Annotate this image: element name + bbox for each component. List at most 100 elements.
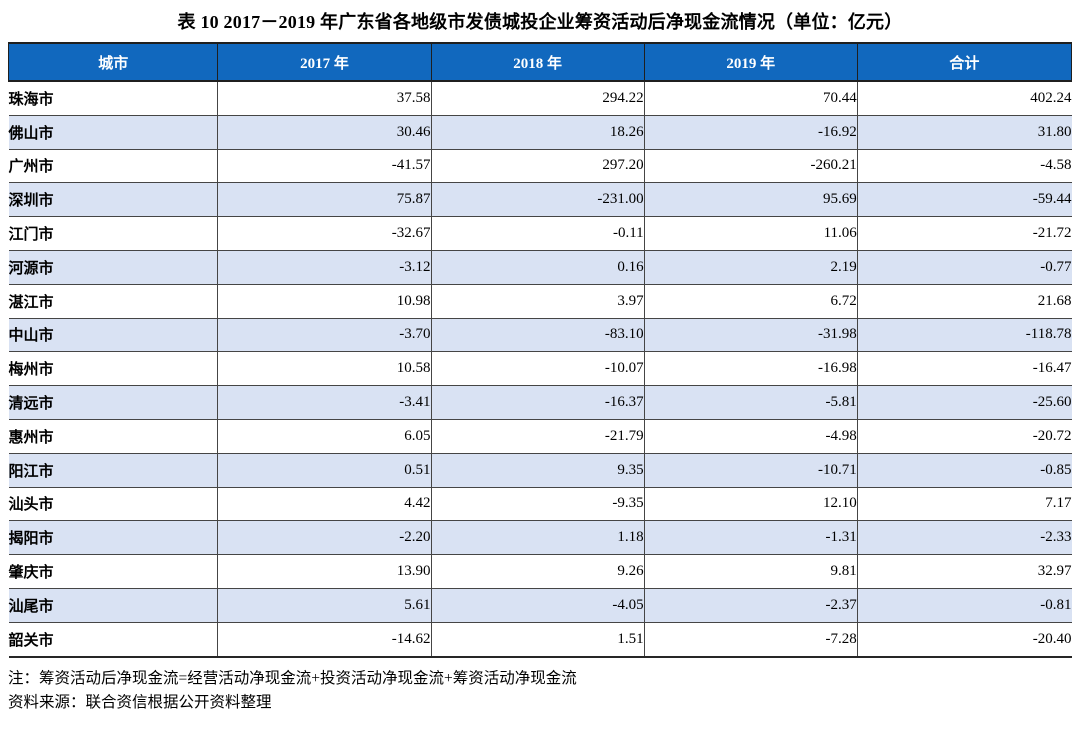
value-cell: 9.81: [643, 554, 858, 589]
value-cell: 7.17: [856, 487, 1072, 522]
value-cell: -14.62: [217, 622, 432, 658]
city-cell: 江门市: [8, 216, 218, 251]
table-body: 珠海市 37.58 294.22 70.44 402.24 佛山市 30.46 18.26 -1…: [8, 81, 1072, 658]
value-cell: 9.26: [430, 554, 645, 589]
table-row: 阳江市 0.51 9.35 -10.71 -0.85: [8, 453, 1072, 488]
table-row: 汕头市 4.42 -9.35 12.10 7.17: [8, 487, 1072, 522]
value-cell: 3.97: [430, 284, 645, 319]
column-header: 城市: [7, 42, 219, 82]
value-cell: -5.81: [643, 385, 858, 420]
value-cell: -3.41: [217, 385, 432, 420]
table-row: 清远市 -3.41 -16.37 -5.81 -25.60: [8, 385, 1072, 420]
value-cell: 402.24: [856, 81, 1072, 116]
city-cell: 肇庆市: [8, 554, 218, 589]
value-cell: 31.80: [856, 115, 1072, 150]
value-cell: -0.77: [856, 250, 1072, 285]
value-cell: 11.06: [643, 216, 858, 251]
value-cell: 13.90: [217, 554, 432, 589]
table-row: 湛江市 10.98 3.97 6.72 21.68: [8, 284, 1072, 319]
value-cell: -16.92: [643, 115, 858, 150]
value-cell: 297.20: [430, 149, 645, 184]
formula-note: 注：筹资活动后净现金流=经营活动净现金流+投资活动净现金流+筹资活动净现金流: [8, 669, 577, 687]
city-cell: 揭阳市: [8, 520, 218, 556]
city-cell: 佛山市: [8, 115, 218, 150]
value-cell: -16.37: [430, 385, 645, 420]
value-cell: 32.97: [856, 554, 1072, 589]
value-cell: 18.26: [430, 115, 645, 150]
value-cell: -1.31: [643, 520, 858, 556]
city-cell: 汕头市: [8, 487, 218, 522]
value-cell: -3.12: [217, 250, 432, 285]
city-cell: 梅州市: [8, 351, 218, 387]
city-cell: 湛江市: [8, 284, 218, 319]
value-cell: -118.78: [856, 318, 1072, 353]
city-cell: 清远市: [8, 385, 218, 420]
value-cell: -16.47: [856, 351, 1072, 387]
data-table: 城市 2017 年 2018 年 2019 年合计 珠海市 37.58 294.22 70.…: [7, 42, 1073, 658]
value-cell: -25.60: [856, 385, 1072, 420]
column-header: 2018 年: [430, 42, 645, 82]
table-title: 表 10 2017－2019 年广东省各地级市发债城投企业筹资活动后净现金流情况…: [177, 12, 903, 32]
value-cell: 75.87: [217, 182, 432, 218]
table-row: 惠州市 6.05 -21.79 -4.98 -20.72: [8, 419, 1072, 454]
table-row: 肇庆市 13.90 9.26 9.81 32.97: [8, 554, 1072, 589]
city-cell: 珠海市: [8, 81, 218, 116]
value-cell: 6.72: [643, 284, 858, 319]
value-cell: 12.10: [643, 487, 858, 522]
column-header: 2019 年: [643, 42, 858, 82]
value-cell: 9.35: [430, 453, 645, 488]
value-cell: -0.11: [430, 216, 645, 251]
value-cell: -21.72: [856, 216, 1072, 251]
value-cell: 4.42: [217, 487, 432, 522]
value-cell: -9.35: [430, 487, 645, 522]
value-cell: -2.20: [217, 520, 432, 556]
value-cell: 6.05: [217, 419, 432, 454]
value-cell: 2.19: [643, 250, 858, 285]
value-cell: 10.58: [217, 351, 432, 387]
city-cell: 广州市: [8, 149, 218, 184]
value-cell: 294.22: [430, 81, 645, 116]
value-cell: 30.46: [217, 115, 432, 150]
value-cell: -21.79: [430, 419, 645, 454]
value-cell: -231.00: [430, 182, 645, 218]
value-cell: 70.44: [643, 81, 858, 116]
table-row: 韶关市 -14.62 1.51 -7.28 -20.40: [8, 622, 1072, 658]
value-cell: -31.98: [643, 318, 858, 353]
value-cell: -7.28: [643, 622, 858, 658]
value-cell: -3.70: [217, 318, 432, 353]
table-header: 城市 2017 年 2018 年 2019 年合计: [7, 42, 1073, 82]
column-header: 2017 年: [217, 42, 432, 82]
city-cell: 河源市: [8, 250, 218, 285]
value-cell: -10.07: [430, 351, 645, 387]
value-cell: 1.18: [430, 520, 645, 556]
value-cell: -16.98: [643, 351, 858, 387]
value-cell: -4.58: [856, 149, 1072, 184]
value-cell: 0.51: [217, 453, 432, 488]
city-cell: 惠州市: [8, 419, 218, 454]
value-cell: -0.81: [856, 588, 1072, 623]
value-cell: -10.71: [643, 453, 858, 488]
table-footnotes: 注：筹资活动后净现金流=经营活动净现金流+投资活动净现金流+筹资活动净现金流 资…: [8, 667, 1072, 715]
value-cell: -2.33: [856, 520, 1072, 556]
table-row: 珠海市 37.58 294.22 70.44 402.24: [8, 81, 1072, 116]
table-row: 揭阳市 -2.20 1.18 -1.31 -2.33: [8, 520, 1072, 556]
value-cell: -4.05: [430, 588, 645, 623]
header-row: 城市 2017 年 2018 年 2019 年合计: [7, 42, 1073, 82]
value-cell: -59.44: [856, 182, 1072, 218]
table-row: 广州市 -41.57 297.20 -260.21 -4.58: [8, 149, 1072, 184]
table-row: 河源市 -3.12 0.16 2.19 -0.77: [8, 250, 1072, 285]
table-row: 江门市 -32.67 -0.11 11.06 -21.72: [8, 216, 1072, 251]
city-cell: 汕尾市: [8, 588, 218, 623]
source-note: 资料来源：联合资信根据公开资料整理: [8, 693, 272, 711]
value-cell: 5.61: [217, 588, 432, 623]
value-cell: 0.16: [430, 250, 645, 285]
city-cell: 中山市: [8, 318, 218, 353]
value-cell: 95.69: [643, 182, 858, 218]
table-row: 佛山市 30.46 18.26 -16.92 31.80: [8, 115, 1072, 150]
value-cell: -32.67: [217, 216, 432, 251]
city-cell: 韶关市: [8, 622, 218, 658]
city-cell: 深圳市: [8, 182, 218, 218]
value-cell: -260.21: [643, 149, 858, 184]
column-header: 合计: [856, 42, 1073, 82]
value-cell: 1.51: [430, 622, 645, 658]
